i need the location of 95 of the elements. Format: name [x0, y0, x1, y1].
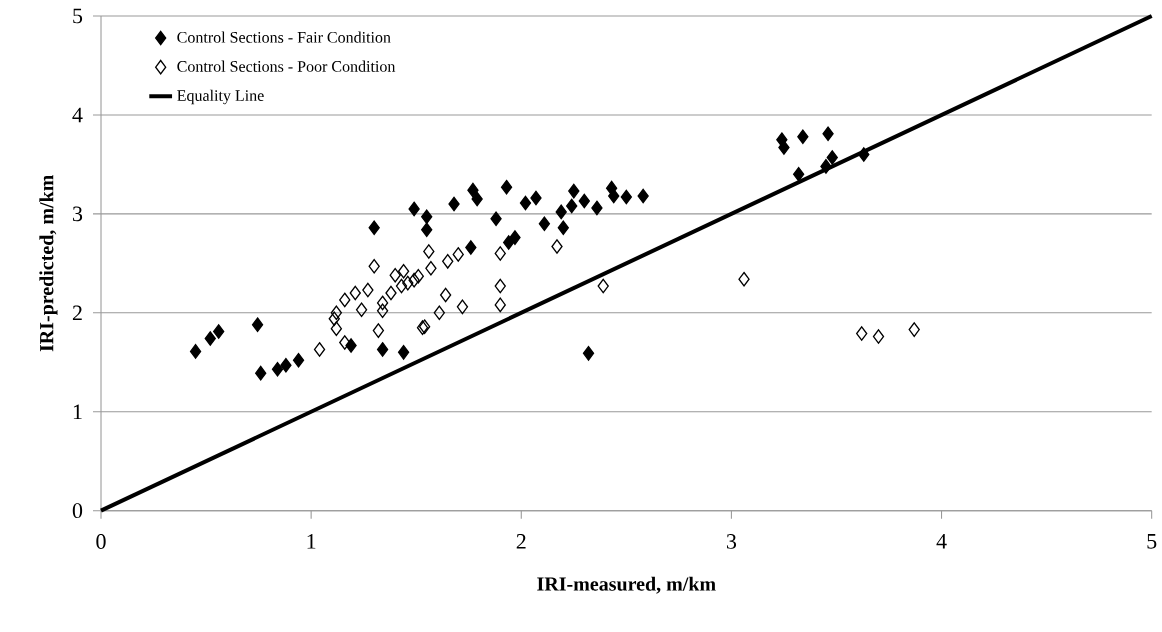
point [620, 189, 633, 205]
y-tick-label: 5 [73, 8, 83, 24]
y-tick-label: 2 [72, 305, 82, 321]
point [255, 365, 267, 381]
point [397, 345, 410, 360]
point [456, 299, 469, 315]
point [408, 272, 420, 288]
point [372, 323, 385, 338]
point [826, 150, 838, 165]
point [637, 188, 649, 204]
point [376, 303, 389, 319]
point [376, 295, 389, 311]
point [557, 220, 569, 236]
legend-label: Control Sections - Poor Condition [177, 60, 396, 72]
y-axis-title: IRI-predicted, m/km [39, 175, 58, 352]
point [597, 278, 609, 294]
point [362, 282, 374, 298]
point [856, 326, 868, 341]
point [280, 357, 292, 373]
y-tick-label: 1 [73, 404, 82, 419]
point [566, 198, 578, 214]
x-tick-label: 0 [96, 534, 106, 549]
point [330, 305, 343, 321]
point [389, 267, 401, 283]
y-tick-label: 3 [73, 206, 83, 222]
x-tick-label: 3 [726, 534, 737, 549]
point [500, 179, 513, 195]
point [465, 240, 477, 255]
point [425, 260, 437, 276]
point [530, 190, 542, 206]
point [189, 344, 202, 359]
point [608, 188, 620, 204]
legend-label: Control Sections - Fair Condition [177, 31, 391, 43]
point [339, 292, 351, 308]
x-axis-title: IRI-measured, m/km [537, 576, 716, 594]
point [519, 195, 532, 211]
point [778, 140, 790, 155]
x-tick-label: 1 [307, 534, 316, 549]
point [271, 361, 284, 377]
point [408, 201, 420, 217]
point [509, 230, 521, 245]
point [385, 285, 397, 301]
point [467, 182, 479, 198]
x-tick-label: 2 [516, 534, 526, 549]
x-tick-label: 5 [1147, 534, 1157, 549]
point [433, 305, 445, 321]
point [738, 271, 750, 287]
legend-label: Equality Line [177, 89, 264, 105]
point [349, 285, 361, 301]
point [908, 322, 920, 337]
point [858, 147, 870, 162]
point [313, 342, 326, 357]
y-tick-label: 4 [72, 107, 83, 123]
point [213, 324, 225, 339]
point [538, 216, 551, 232]
point [204, 331, 216, 346]
point [402, 275, 414, 291]
point [494, 297, 506, 313]
point [820, 159, 832, 174]
point [490, 211, 502, 227]
point [442, 254, 454, 269]
point [471, 191, 483, 207]
point [555, 204, 567, 220]
point [494, 246, 506, 261]
point [421, 222, 433, 238]
point [591, 200, 603, 216]
point [328, 311, 340, 327]
y-tick-label: 0 [72, 503, 83, 519]
point [421, 209, 433, 225]
point [578, 193, 590, 209]
point [872, 329, 885, 344]
point [330, 321, 343, 336]
point [551, 239, 563, 254]
point [423, 244, 435, 259]
point [355, 302, 368, 318]
point [395, 278, 408, 294]
point [582, 346, 595, 361]
point [397, 263, 410, 279]
point [448, 196, 460, 212]
point [412, 268, 424, 284]
point [792, 166, 805, 182]
point [339, 335, 351, 350]
point [368, 258, 380, 274]
point [251, 317, 264, 333]
point [503, 235, 515, 250]
point [452, 247, 464, 262]
point [376, 342, 389, 357]
point [822, 126, 834, 142]
point [368, 220, 380, 236]
point [292, 352, 305, 368]
point [568, 183, 580, 199]
point [439, 287, 452, 303]
point [797, 129, 809, 145]
point [494, 278, 506, 294]
x-tick-label: 4 [936, 534, 947, 549]
